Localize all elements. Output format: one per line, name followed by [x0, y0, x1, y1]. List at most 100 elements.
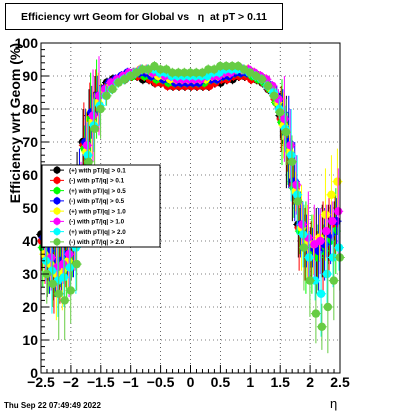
x-tick-label: −0.5: [147, 374, 175, 390]
data-point: [328, 253, 338, 262]
data-point: [316, 236, 325, 246]
data-point: [321, 210, 330, 219]
data-point: [88, 111, 98, 120]
legend-marker: [53, 197, 61, 205]
data-point: [257, 75, 267, 84]
x-tick-label: 1: [246, 374, 254, 390]
data-point: [94, 91, 104, 101]
y-tick-label: 60: [22, 167, 38, 183]
data-point: [100, 85, 110, 94]
legend-marker: [53, 176, 61, 184]
axes: −2.5 −2 −1.5 −1 −0.5 0 0.5 1 1.5 2 2.5 0 10 20 30 40 50 6…: [7, 35, 350, 390]
legend-label: (+) with pT/|q| > 0.5: [69, 188, 126, 195]
data-point: [328, 217, 337, 226]
data-point: [286, 151, 296, 160]
y-axis-label: Efficiency wrt Geom (%): [7, 43, 23, 203]
data-point: [334, 207, 343, 216]
data-point: [298, 220, 307, 229]
legend-label: (-) with pT/|q| > 2.0: [69, 239, 125, 246]
data-point: [216, 61, 225, 71]
legend-marker: [53, 207, 61, 215]
data-point: [317, 322, 327, 331]
y-tick-label: 70: [22, 134, 38, 150]
data-point: [64, 250, 74, 259]
data-point: [48, 279, 57, 289]
x-axis-label: η: [330, 396, 338, 411]
data-point: [186, 68, 195, 77]
y-tick-label: 20: [22, 299, 38, 315]
y-tick-label: 40: [22, 233, 38, 249]
data-point: [263, 81, 273, 91]
x-tick-label: 1.5: [270, 374, 290, 390]
data-point: [287, 157, 297, 166]
data-point: [305, 276, 315, 285]
x-tick-label: 2.5: [330, 374, 350, 390]
data-point: [316, 289, 326, 298]
footer-timestamp: Thu Sep 22 07:49:49 2022: [4, 401, 101, 410]
data-point: [322, 269, 332, 279]
data-point: [65, 263, 75, 272]
legend-label: (-) with pT/|q| > 0.1: [69, 178, 125, 185]
legend-marker: [53, 238, 61, 246]
data-point: [41, 256, 51, 265]
data-point: [138, 65, 147, 74]
data-point: [72, 259, 81, 269]
x-tick-label: −1: [123, 374, 139, 390]
x-tick-label: −2: [63, 374, 79, 390]
x-tick-label: −1.5: [87, 374, 115, 390]
data-point: [60, 296, 69, 305]
legend-label: (+) with pT/|q| > 2.0: [69, 229, 126, 236]
y-tick-label: 30: [22, 266, 38, 282]
data-point: [275, 108, 285, 117]
data-point: [192, 68, 201, 77]
data-point: [286, 141, 295, 150]
data-point: [292, 190, 302, 199]
data-point: [96, 104, 105, 114]
x-tick-label: −2.5: [27, 374, 55, 390]
data-point: [329, 276, 339, 285]
data-point: [168, 68, 177, 77]
legend-label: (-) with pT/|q| > 0.5: [69, 198, 125, 205]
data-point: [84, 157, 93, 166]
legend-label: (+) with pT/|q| > 0.1: [69, 167, 126, 174]
legend-label: (-) with pT/|q| > 1.0: [69, 219, 125, 226]
data-point: [281, 127, 291, 137]
data-point: [83, 151, 93, 160]
data-point: [269, 91, 279, 101]
legend-marker: [53, 228, 61, 236]
legend-box: [41, 164, 161, 248]
data-point: [180, 68, 189, 77]
y-tick-label: 100: [15, 35, 39, 51]
data-point: [292, 180, 301, 190]
data-point: [304, 253, 314, 262]
legend-marker: [53, 187, 61, 195]
x-tick-label: 0: [187, 374, 195, 390]
data-point: [90, 124, 99, 133]
data-point: [82, 141, 92, 150]
data-point: [322, 226, 331, 236]
data-point: [221, 61, 231, 71]
data-point: [66, 286, 75, 295]
data-point: [299, 243, 309, 252]
data-points: [36, 56, 345, 354]
data-point: [174, 68, 183, 77]
data-point: [204, 65, 213, 74]
legend-marker: [53, 166, 61, 174]
data-point: [334, 243, 344, 252]
chart-title: Efficiency wrt Geom for Global vs η at p…: [5, 3, 283, 30]
x-tick-label: 0.5: [211, 374, 231, 390]
data-point: [156, 65, 165, 74]
y-tick-label: 80: [22, 101, 38, 117]
y-tick-label: 50: [22, 200, 38, 216]
y-tick-label: 10: [22, 332, 38, 348]
data-point: [327, 190, 336, 199]
data-point: [323, 302, 333, 312]
y-tick-label: 0: [30, 365, 38, 381]
legend-label: (+) with pT/|q| > 1.0: [69, 208, 126, 215]
data-point: [108, 85, 117, 94]
y-tick-label: 90: [22, 68, 38, 84]
data-point: [54, 289, 63, 298]
data-point: [227, 61, 237, 71]
legend: (+) with pT/|q| > 0.1 (-) with pT/|q| > 0…: [41, 164, 161, 248]
